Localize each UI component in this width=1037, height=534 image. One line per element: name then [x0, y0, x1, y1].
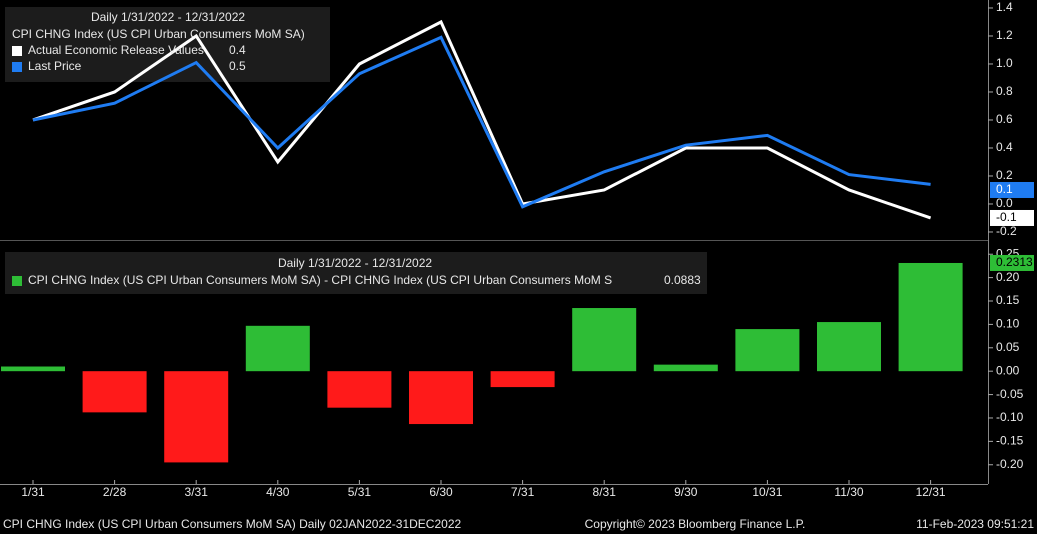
y-tick-label: 0.6 — [996, 112, 1013, 126]
x-tick-label: 6/30 — [429, 485, 453, 499]
footer-right: 11-Feb-2023 09:51:21 — [916, 517, 1034, 531]
line-series — [32, 35, 931, 209]
bar — [327, 371, 392, 408]
legend-box — [5, 7, 330, 82]
bar — [490, 371, 555, 388]
y-tick-label: 0.2 — [996, 168, 1013, 182]
bar — [817, 322, 881, 372]
last-value-box — [990, 181, 1034, 198]
y-tick-label: -0.2 — [996, 224, 1017, 238]
last-value-label: 0.2313 — [996, 255, 1033, 269]
x-tick-label: 10/31 — [752, 485, 782, 499]
legend-swatch — [12, 276, 22, 286]
x-tick-label: 5/31 — [348, 485, 372, 499]
y-tick-label: 1.4 — [996, 0, 1013, 14]
y-tick-label: 1.2 — [996, 28, 1013, 42]
y-tick-label: -0.15 — [996, 434, 1024, 448]
y-tick-label: -0.05 — [996, 387, 1024, 401]
chart-title: Daily 1/31/2022 - 12/31/2022 — [91, 10, 245, 24]
x-tick-label: 1/31 — [21, 485, 45, 499]
bar — [1, 366, 65, 372]
legend-label: CPI CHNG Index (US CPI Urban Consumers M… — [28, 273, 612, 287]
chart-subtitle: CPI CHNG Index (US CPI Urban Consumers M… — [12, 27, 305, 41]
bar — [164, 371, 229, 463]
x-tick-label: 8/31 — [593, 485, 617, 499]
legend-label: Last Price — [28, 59, 82, 73]
x-tick-label: 9/30 — [674, 485, 698, 499]
y-tick-label: 1.0 — [996, 56, 1013, 70]
y-tick-label: 0.05 — [996, 340, 1020, 354]
last-value-label: 0.1 — [996, 182, 1013, 196]
x-tick-label: 11/30 — [834, 485, 863, 499]
last-value-box — [990, 254, 1034, 271]
legend-value: 0.0883 — [664, 273, 701, 287]
x-tick-label: 3/31 — [185, 485, 209, 499]
y-tick-label: 0.4 — [996, 140, 1013, 154]
legend-swatch — [12, 62, 22, 72]
legend-value: 0.5 — [229, 59, 246, 73]
legend-label: Actual Economic Release Values — [28, 43, 204, 57]
x-tick-label: 7/31 — [511, 485, 535, 499]
y-tick-label: 0.8 — [996, 84, 1013, 98]
y-tick-label: 0.15 — [996, 293, 1020, 307]
y-tick-label: 0.20 — [996, 270, 1020, 284]
bar — [245, 325, 310, 372]
last-value-label: -0.1 — [996, 210, 1017, 224]
legend-box — [5, 252, 707, 294]
footer-left: CPI CHNG Index (US CPI Urban Consumers M… — [3, 517, 461, 531]
bar — [653, 364, 718, 372]
x-tick-label: 2/28 — [103, 485, 127, 499]
y-tick-label: -0.20 — [996, 457, 1024, 471]
line-series — [32, 19, 932, 220]
chart-title: Daily 1/31/2022 - 12/31/2022 — [278, 256, 432, 270]
last-value-box — [990, 209, 1034, 226]
legend-swatch — [12, 46, 22, 56]
y-tick-label: 0.00 — [996, 363, 1020, 377]
y-tick-label: 0.0 — [996, 196, 1013, 210]
y-tick-label: -0.10 — [996, 410, 1024, 424]
legend-value: 0.4 — [229, 43, 246, 57]
bar — [898, 262, 963, 372]
x-tick-label: 12/31 — [916, 485, 946, 499]
x-tick-label: 4/30 — [266, 485, 290, 499]
bar — [735, 329, 800, 372]
bar — [82, 371, 147, 413]
y-tick-label: 0.10 — [996, 317, 1020, 331]
footer-center: Copyright© 2023 Bloomberg Finance L.P. — [585, 517, 806, 531]
bar — [572, 308, 637, 372]
bar — [409, 371, 473, 425]
